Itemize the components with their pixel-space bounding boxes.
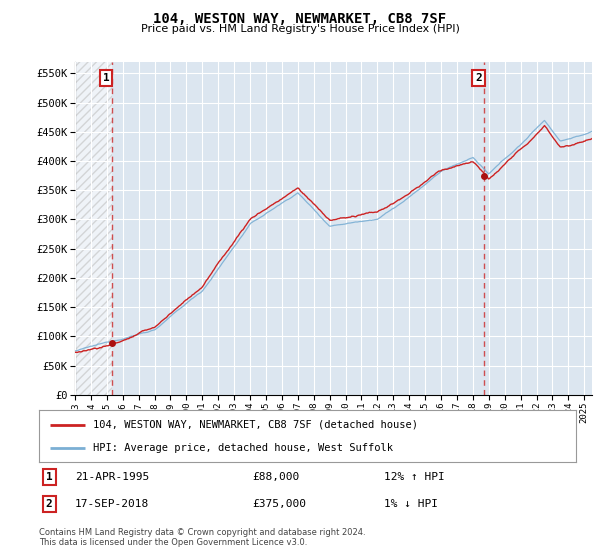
Text: £375,000: £375,000 [252, 499, 306, 509]
Text: £88,000: £88,000 [252, 472, 299, 482]
Text: 1: 1 [103, 73, 109, 83]
Text: HPI: Average price, detached house, West Suffolk: HPI: Average price, detached house, West… [93, 442, 392, 452]
Text: 12% ↑ HPI: 12% ↑ HPI [384, 472, 445, 482]
Text: 2: 2 [475, 73, 482, 83]
Text: Price paid vs. HM Land Registry's House Price Index (HPI): Price paid vs. HM Land Registry's House … [140, 24, 460, 34]
Text: 17-SEP-2018: 17-SEP-2018 [75, 499, 149, 509]
Text: 104, WESTON WAY, NEWMARKET, CB8 7SF: 104, WESTON WAY, NEWMARKET, CB8 7SF [154, 12, 446, 26]
Text: 104, WESTON WAY, NEWMARKET, CB8 7SF (detached house): 104, WESTON WAY, NEWMARKET, CB8 7SF (det… [93, 420, 418, 430]
Text: 1: 1 [46, 472, 53, 482]
Text: Contains HM Land Registry data © Crown copyright and database right 2024.
This d: Contains HM Land Registry data © Crown c… [39, 528, 365, 547]
Text: 2: 2 [46, 499, 53, 509]
Text: 21-APR-1995: 21-APR-1995 [75, 472, 149, 482]
Text: 1% ↓ HPI: 1% ↓ HPI [384, 499, 438, 509]
